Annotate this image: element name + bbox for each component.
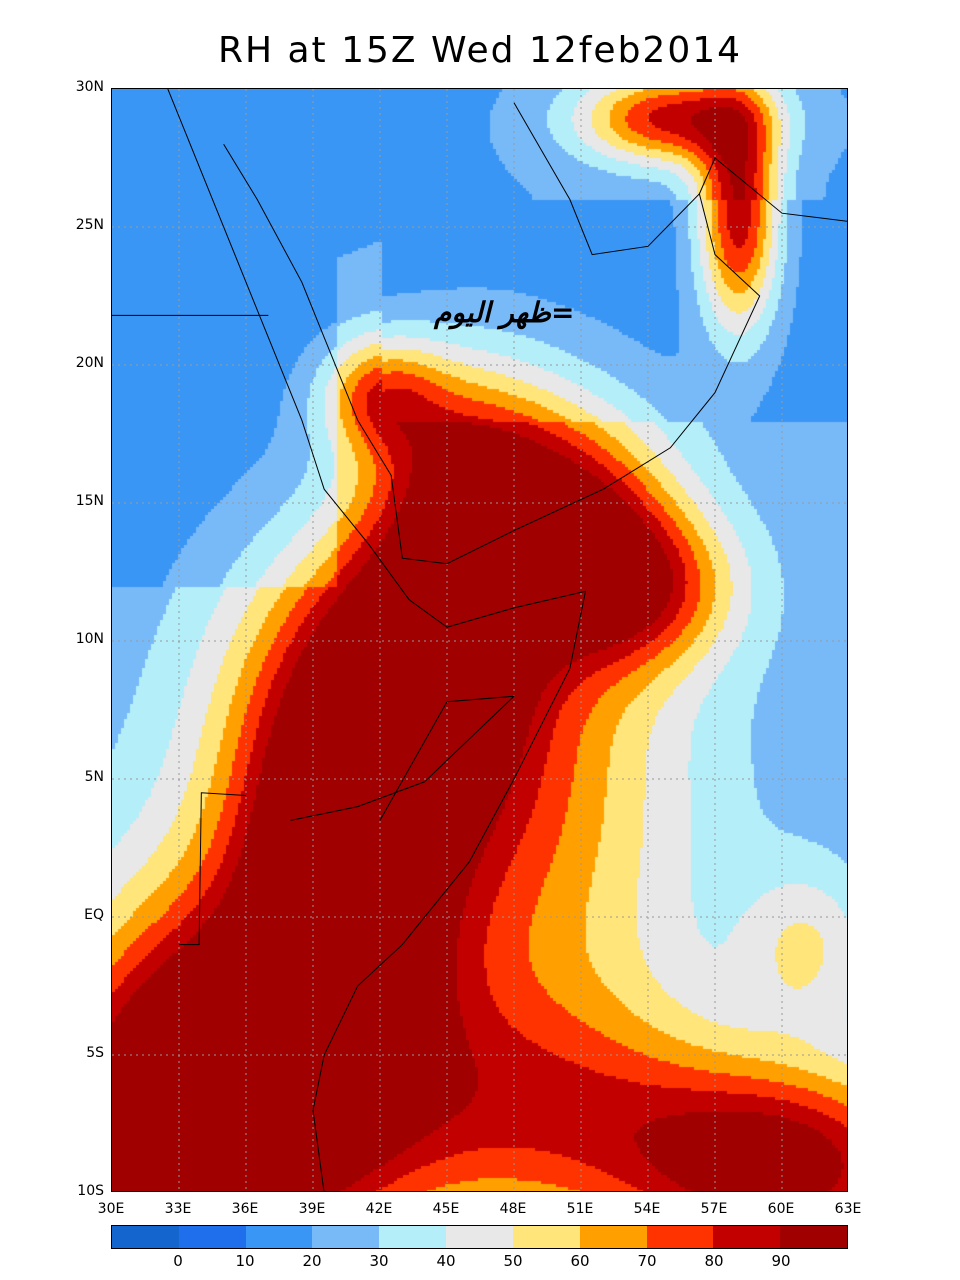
colorbar-label: 20 (302, 1252, 322, 1270)
coastline (698, 157, 847, 222)
lat-tick-label: 25N (75, 217, 104, 233)
lon-tick-label: 39E (298, 1201, 326, 1217)
lat-tick-label: 10S (77, 1183, 104, 1199)
colorbar-label: 0 (173, 1252, 183, 1270)
lon-tick-label: 33E (164, 1201, 192, 1217)
colorbar-swatch (713, 1226, 781, 1248)
colorbar-swatch (312, 1226, 380, 1248)
lon-tick-label: 57E (700, 1201, 728, 1217)
colorbar-label: 60 (570, 1252, 590, 1270)
colorbar-swatch (379, 1226, 447, 1248)
lon-tick-label: 63E (834, 1201, 862, 1217)
lon-tick-label: 51E (566, 1201, 594, 1217)
lat-tick-label: 5S (86, 1045, 104, 1061)
colorbar-swatch (780, 1226, 847, 1248)
lon-tick-label: 54E (633, 1201, 661, 1217)
colorbar-swatch (446, 1226, 513, 1248)
colorbar-swatch (112, 1226, 179, 1248)
lat-tick-label: 15N (75, 493, 104, 509)
colorbar (111, 1225, 848, 1249)
colorbar-label: 50 (503, 1252, 523, 1270)
lon-tick-label: 36E (231, 1201, 259, 1217)
colorbar-label: 40 (436, 1252, 456, 1270)
arabic-annotation: =ظهر اليوم (434, 296, 575, 329)
map-title: RH at 15Z Wed 12feb2014 (217, 30, 743, 71)
colorbar-swatch (646, 1226, 714, 1248)
lon-tick-label: 42E (365, 1201, 393, 1217)
lat-tick-label: 5N (84, 769, 104, 785)
colorbar-label: 70 (637, 1252, 657, 1270)
lon-tick-label: 30E (97, 1201, 125, 1217)
lon-tick-label: 48E (499, 1201, 527, 1217)
colorbar-swatch (512, 1226, 580, 1248)
colorbar-swatch (178, 1226, 246, 1248)
coastline (223, 102, 761, 565)
colorbar-label: 90 (771, 1252, 791, 1270)
lat-tick-label: 20N (75, 355, 104, 371)
coastline (167, 89, 587, 1191)
lat-tick-label: EQ (84, 907, 104, 923)
map-overlay (112, 89, 847, 1191)
lat-tick-label: 10N (75, 631, 104, 647)
colorbar-swatch (579, 1226, 647, 1248)
lat-tick-label: 30N (75, 79, 104, 95)
colorbar-label: 10 (235, 1252, 255, 1270)
lon-tick-label: 45E (432, 1201, 460, 1217)
coastline (179, 792, 247, 946)
map-plot-area (111, 88, 848, 1192)
coastline (290, 695, 516, 821)
colorbar-swatch (245, 1226, 313, 1248)
colorbar-label: 30 (369, 1252, 389, 1270)
lon-tick-label: 60E (767, 1201, 795, 1217)
colorbar-label: 80 (704, 1252, 724, 1270)
rh-field (112, 89, 847, 1191)
